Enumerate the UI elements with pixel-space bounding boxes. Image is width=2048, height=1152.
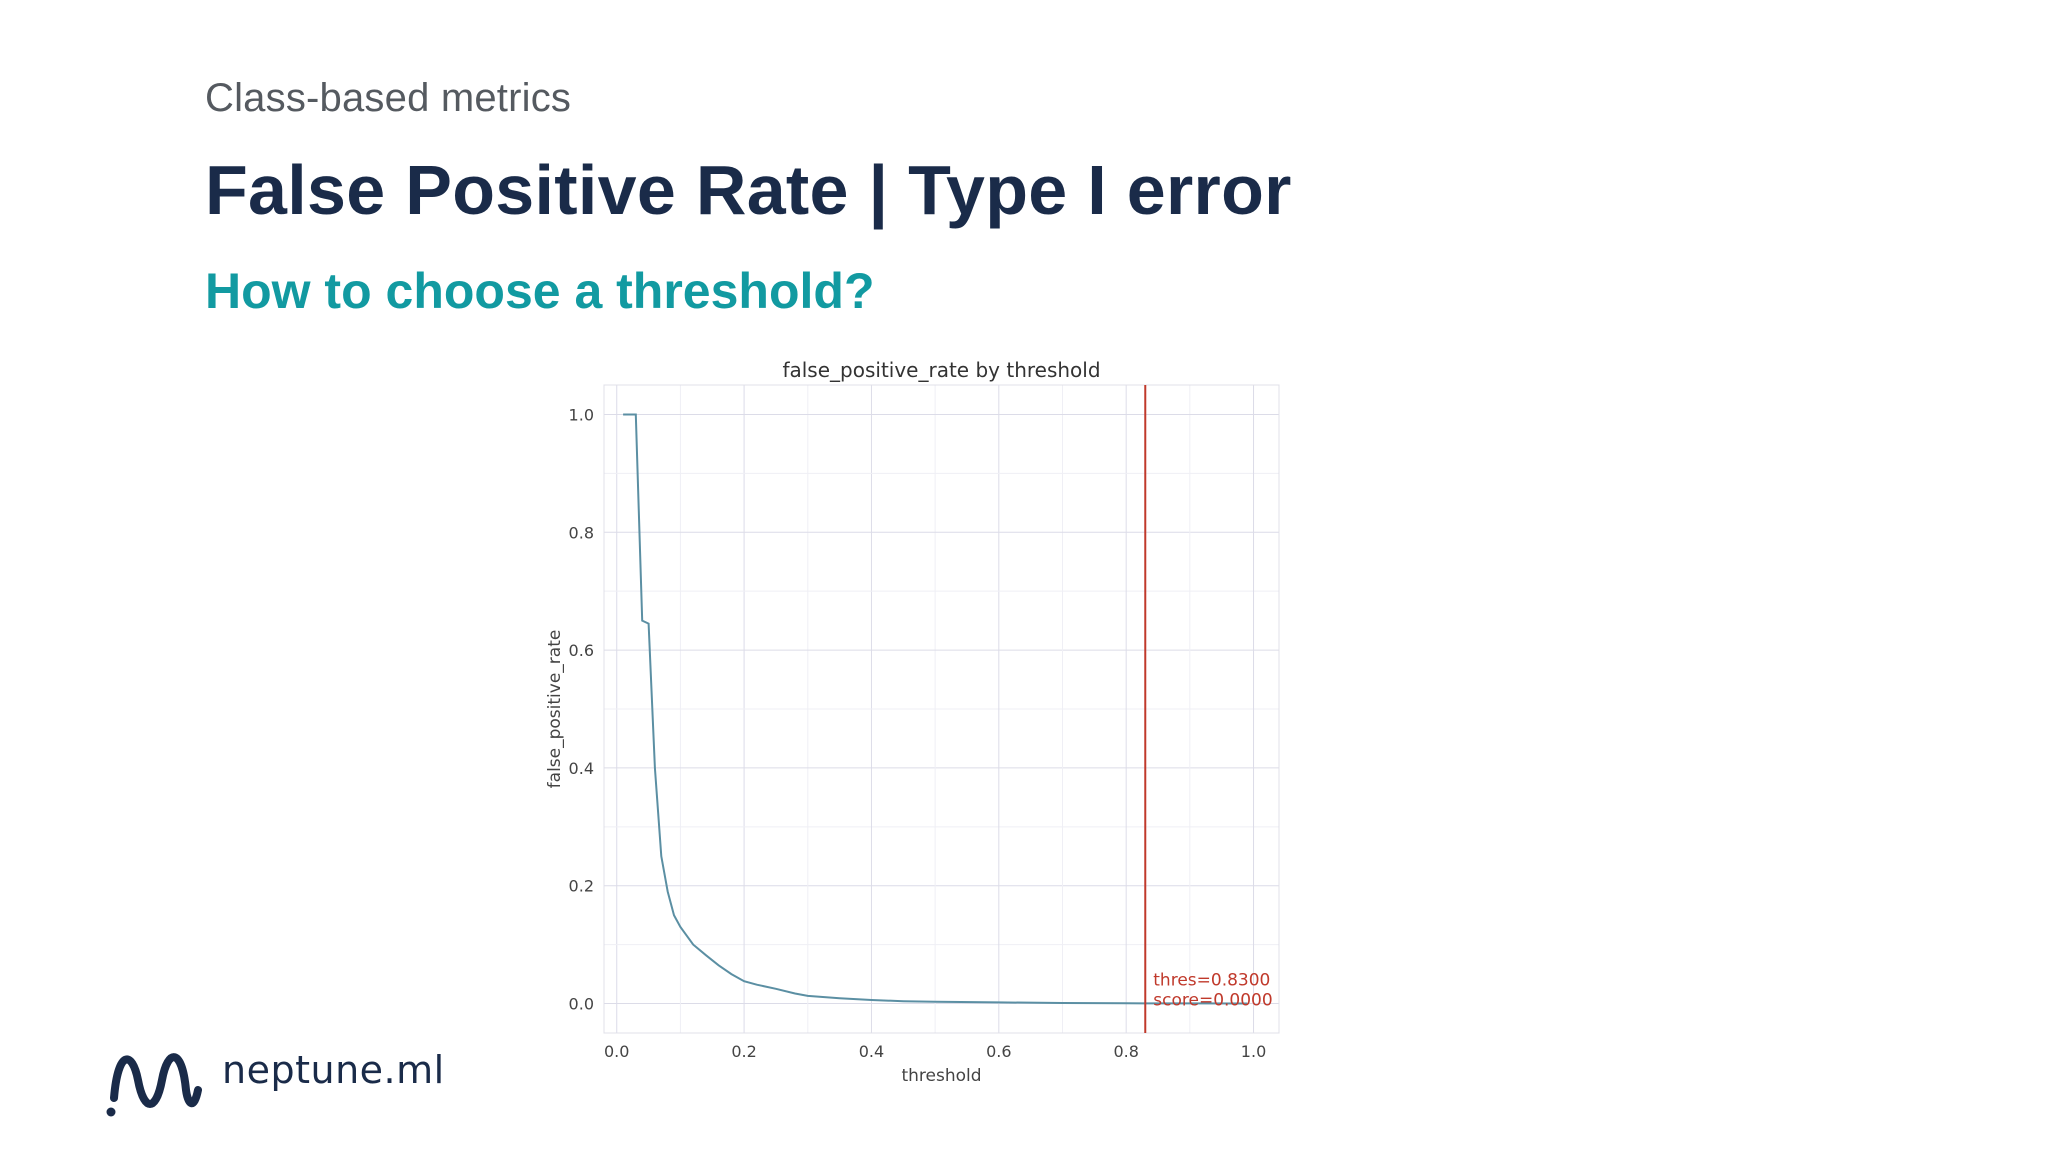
- x-axis-label: threshold: [901, 1066, 981, 1086]
- threshold-label: thres=0.8300: [1153, 971, 1270, 991]
- x-tick-label: 0.6: [986, 1042, 1011, 1061]
- y-ticks: 0.0 0.2 0.4 0.6 0.8 1.0: [569, 405, 594, 1013]
- chart-title: false_positive_rate by threshold: [782, 358, 1100, 382]
- slide-title: False Positive Rate | Type I error: [205, 151, 1292, 229]
- fpr-chart: false_positive_rate by threshold 0.0 0.2 0…: [540, 350, 1500, 1090]
- y-tick-label: 0.4: [569, 759, 594, 778]
- x-tick-label: 0.0: [604, 1042, 629, 1061]
- x-tick-label: 1.0: [1241, 1042, 1266, 1061]
- neptune-logo: neptune.ml: [106, 1030, 526, 1130]
- slide-subtitle: How to choose a threshold?: [205, 263, 875, 319]
- wave-icon: [106, 1053, 202, 1117]
- x-ticks: 0.0 0.2 0.4 0.6 0.8 1.0: [604, 1042, 1266, 1061]
- y-tick-label: 0.2: [569, 877, 594, 896]
- y-tick-label: 0.0: [569, 995, 594, 1014]
- y-tick-label: 1.0: [569, 405, 594, 424]
- section-eyebrow: Class-based metrics: [205, 76, 572, 120]
- chart-svg: false_positive_rate by threshold 0.0 0.2 0…: [545, 358, 1280, 1086]
- plot-frame: [603, 384, 1280, 1034]
- fpr-series-line: [623, 413, 1248, 1005]
- score-label: score=0.0000: [1153, 991, 1272, 1011]
- x-tick-label: 0.4: [859, 1042, 884, 1061]
- x-tick-label: 0.2: [731, 1042, 756, 1061]
- y-axis-label: false_positive_rate: [545, 630, 565, 789]
- grid-layer: [604, 385, 1279, 1033]
- logo-text: neptune.ml: [222, 1048, 445, 1092]
- x-tick-label: 0.8: [1113, 1042, 1138, 1061]
- y-tick-label: 0.8: [569, 523, 594, 542]
- y-tick-label: 0.6: [569, 641, 594, 660]
